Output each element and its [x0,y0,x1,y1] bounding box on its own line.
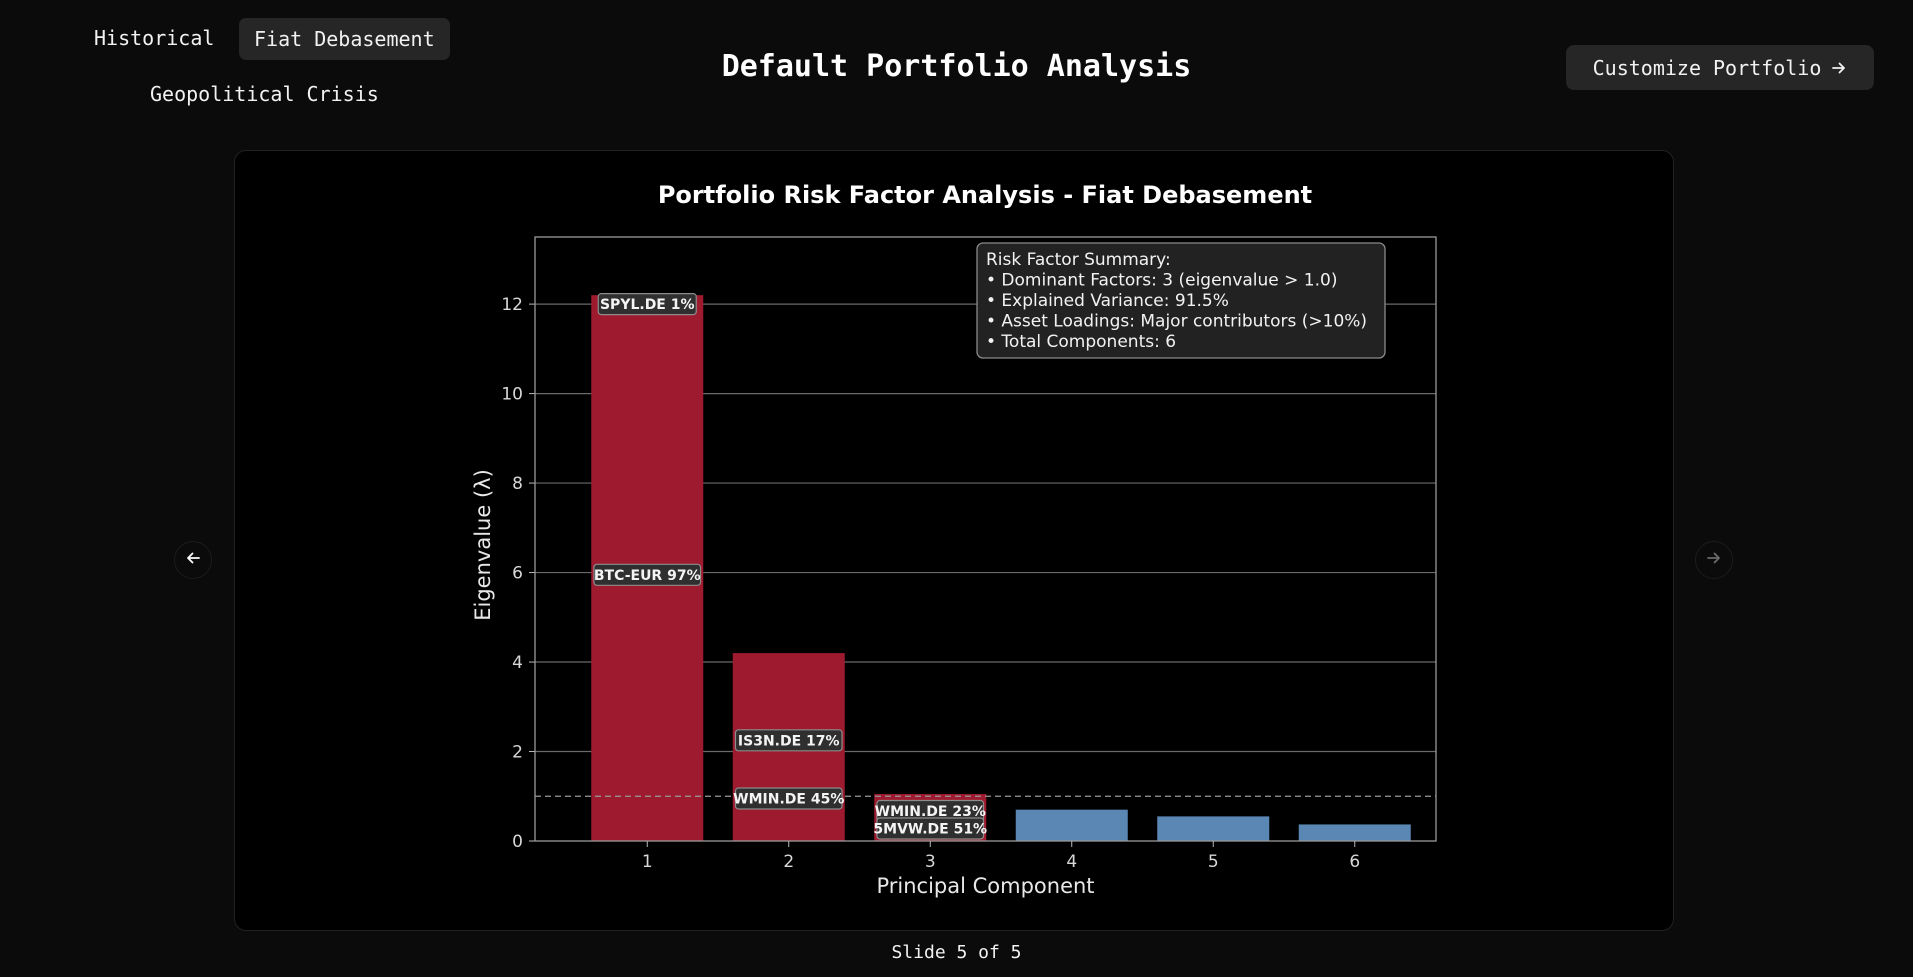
annotation-label: BTC-EUR 97% [594,568,701,584]
annotation-label: WMIN.DE 45% [733,791,844,807]
summary-line: • Total Components: 6 [986,332,1176,352]
chart-title: Portfolio Risk Factor Analysis - Fiat De… [658,181,1312,209]
bar-pc-6 [1298,824,1411,841]
tab-fiat-debasement[interactable]: Fiat Debasement [239,18,450,60]
annotation-box [876,817,985,840]
y-tick-label: 10 [501,385,523,405]
slide-counter: Slide 5 of 5 [891,942,1022,963]
annotation-box [734,729,843,752]
x-tick-label: 6 [1349,852,1360,872]
annotation-label: WMIN.DE 23% [875,804,986,820]
x-tick-label: 4 [1066,852,1077,872]
summary-line: Risk Factor Summary: [986,250,1171,270]
summary-line: • Asset Loadings: Major contributors (>1… [986,312,1367,332]
y-tick-label: 2 [512,743,523,763]
customize-portfolio-button[interactable]: Customize Portfolio [1566,45,1874,90]
page-title: Default Portfolio Analysis [721,49,1192,84]
tab-geopolitical-crisis[interactable]: Geopolitical Crisis [150,82,379,106]
x-tick-label: 5 [1208,852,1219,872]
x-axis-label: Principal Component [876,874,1094,898]
summary-line: • Explained Variance: 91.5% [986,291,1229,311]
x-tick-label: 3 [925,852,936,872]
y-tick-label: 4 [512,653,523,673]
tab-historical[interactable]: Historical [94,26,215,50]
arrow-left-icon [185,550,201,570]
chart-slide: Portfolio Risk Factor Analysis - Fiat De… [234,150,1674,931]
summary-line: • Dominant Factors: 3 (eigenvalue > 1.0) [986,271,1337,291]
annotation-label: IS3N.DE 17% [738,733,840,749]
y-axis-label: Eigenvalue (λ) [471,469,495,621]
y-tick-label: 8 [512,474,523,494]
previous-slide-button[interactable] [174,541,212,579]
plot-frame [534,236,1437,842]
next-slide-button[interactable] [1695,541,1733,579]
summary-box [976,242,1386,359]
annotation-label: 5MVW.DE 51% [873,821,987,837]
y-tick-label: 6 [512,564,523,584]
arrow-right-icon [1831,60,1847,76]
arrow-right-icon [1706,550,1722,570]
y-tick-label: 0 [512,832,523,852]
x-tick-label: 1 [642,852,653,872]
customize-portfolio-label: Customize Portfolio [1592,55,1822,80]
annotation-box [734,787,843,810]
annotation-box [597,293,697,316]
bar-pc-5 [1157,816,1270,841]
risk-factor-chart: Portfolio Risk Factor Analysis - Fiat De… [471,181,1437,898]
bar-pc-4 [1015,809,1128,841]
annotation-box [593,563,702,586]
annotation-label: SPYL.DE 1% [600,297,695,313]
y-tick-label: 12 [501,295,523,315]
x-tick-label: 2 [783,852,794,872]
